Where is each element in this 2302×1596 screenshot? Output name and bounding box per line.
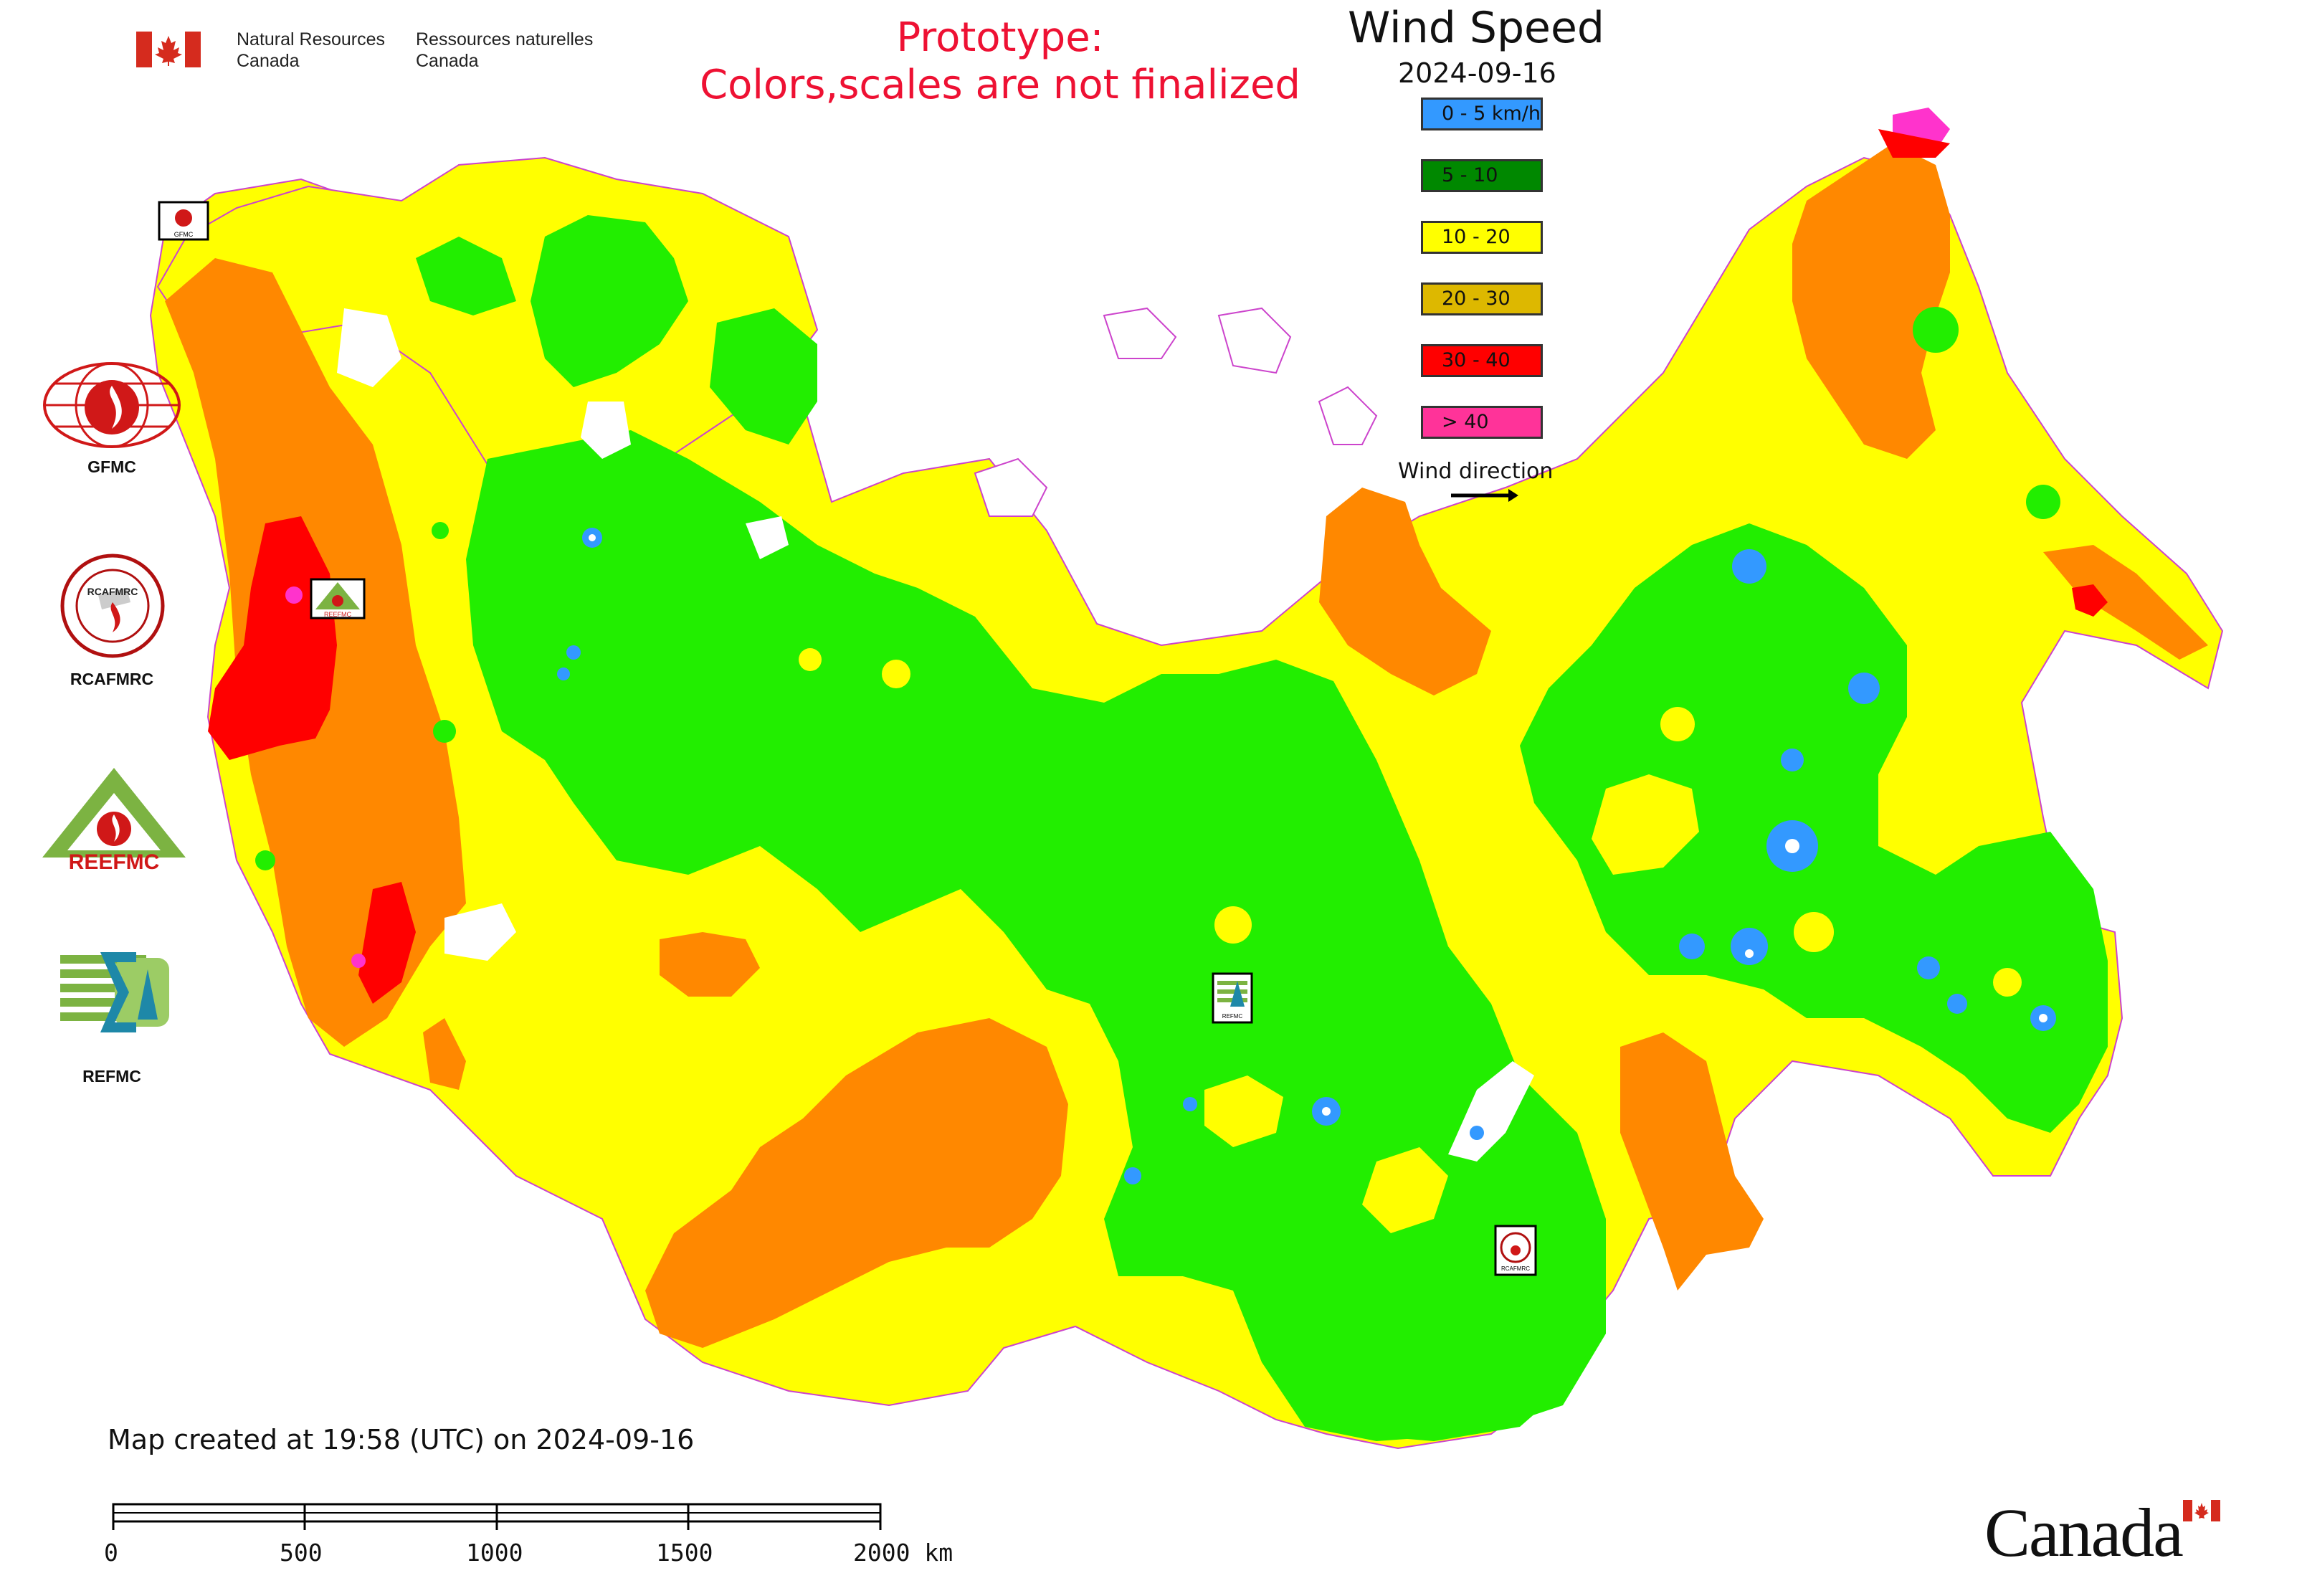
legend-item-10-20: 10 - 20 [1421, 221, 1543, 254]
scale-bar [112, 1503, 882, 1530]
prototype-notice-text: Colors,scales are not finalized [700, 62, 1300, 108]
orange-kamchatka [2043, 545, 2208, 660]
orange-ural-blob [660, 932, 760, 997]
yellow-spots [678, 648, 2022, 997]
map-layers [149, 108, 2224, 1450]
orange-caucasus [423, 1018, 466, 1090]
gfmc-fire-globe-icon [43, 362, 181, 448]
wind-direction-label: Wind direction [1398, 459, 1554, 484]
canada-wordmark: Canada [1984, 1494, 2184, 1571]
legend-date: 2024-09-16 [1398, 57, 1556, 89]
canada-wordmark-flag-icon [2183, 1500, 2220, 1521]
red-south-core [358, 882, 416, 1004]
scale-label-0: 0 [104, 1539, 118, 1567]
red-west-core [208, 516, 337, 760]
wind-direction-arrow-icon [1451, 489, 1518, 502]
gfmc-label: GFMC [87, 457, 136, 476]
map-created-timestamp: Map created at 19:58 (UTC) on 2024-09-16 [108, 1424, 695, 1455]
yellow-baikal-island [1362, 1147, 1448, 1233]
reefmc-triangle-icon: REEFMC [42, 768, 186, 872]
scale-label-2000: 2000 km [853, 1539, 953, 1567]
agency-name-en-line1: Natural Resources [237, 29, 386, 49]
orange-arctic-peninsula [1319, 488, 1491, 695]
legend-item-over-40: > 40 [1421, 406, 1543, 439]
scale-label-1500: 1500 [656, 1539, 713, 1567]
rcafmrc-map-marker: RCAFMRC [1494, 1225, 1537, 1276]
yellow-east-island [1592, 774, 1699, 875]
green-spots [255, 307, 2060, 870]
green-kola-region [416, 237, 516, 315]
agency-name-fr-line2: Canada [416, 51, 479, 71]
green-ne-arc [710, 308, 817, 445]
refmc-sigma-icon [57, 948, 172, 1037]
lakes [337, 308, 1534, 1162]
scale-label-1000: 1000 [466, 1539, 523, 1567]
scale-label-500: 500 [280, 1539, 323, 1567]
yellow-central-island [1204, 1075, 1283, 1147]
white-dots [589, 534, 2047, 1116]
arctic-islands [974, 307, 1378, 517]
prototype-notice-title: Prototype: [896, 14, 1104, 61]
agency-name-fr-line1: Ressources naturelles [416, 29, 594, 49]
rcafmrc-seal-icon: RCAFMRC [60, 554, 165, 658]
magenta-spots [285, 586, 366, 968]
rcafmrc-marker-caption: RCAFMRC [1501, 1265, 1530, 1272]
legend-item-20-30: 20 - 30 [1421, 282, 1543, 315]
refmc-label: REFMC [82, 1067, 141, 1086]
green-east-region [1520, 523, 2108, 1133]
agency-name-en-line2: Canada [237, 51, 300, 71]
orange-kazakh-region [645, 1018, 1068, 1348]
legend-item-30-40: 30 - 40 [1421, 344, 1543, 377]
legend-item-5-10: 5 - 10 [1421, 159, 1543, 192]
gfmc-marker-caption: GFMC [174, 231, 194, 238]
reefmc-wordmark: REEFMC [69, 850, 160, 872]
gfmc-map-marker: GFMC [158, 201, 209, 241]
legend-title: Wind Speed [1348, 3, 1604, 53]
rcafmrc-label: RCAFMRC [70, 670, 154, 688]
refmc-map-marker: REFMC [1212, 972, 1253, 1024]
refmc-marker-caption: REFMC [1222, 1013, 1243, 1020]
reefmc-marker-caption: REEFMC [324, 611, 352, 618]
red-kamchatka-core [2072, 584, 2108, 617]
red-ne-tip [1878, 129, 1950, 158]
canada-flag-icon [136, 32, 201, 67]
green-karelia-region [531, 215, 688, 387]
reefmc-map-marker: REEFMC [310, 578, 366, 619]
orange-ne-region [1792, 143, 1950, 459]
orange-se-region [1620, 1032, 1764, 1291]
legend-item-0-5: 0 - 5 km/h [1421, 98, 1543, 130]
rcafmrc-seal-text: RCAFMRC [87, 586, 138, 597]
